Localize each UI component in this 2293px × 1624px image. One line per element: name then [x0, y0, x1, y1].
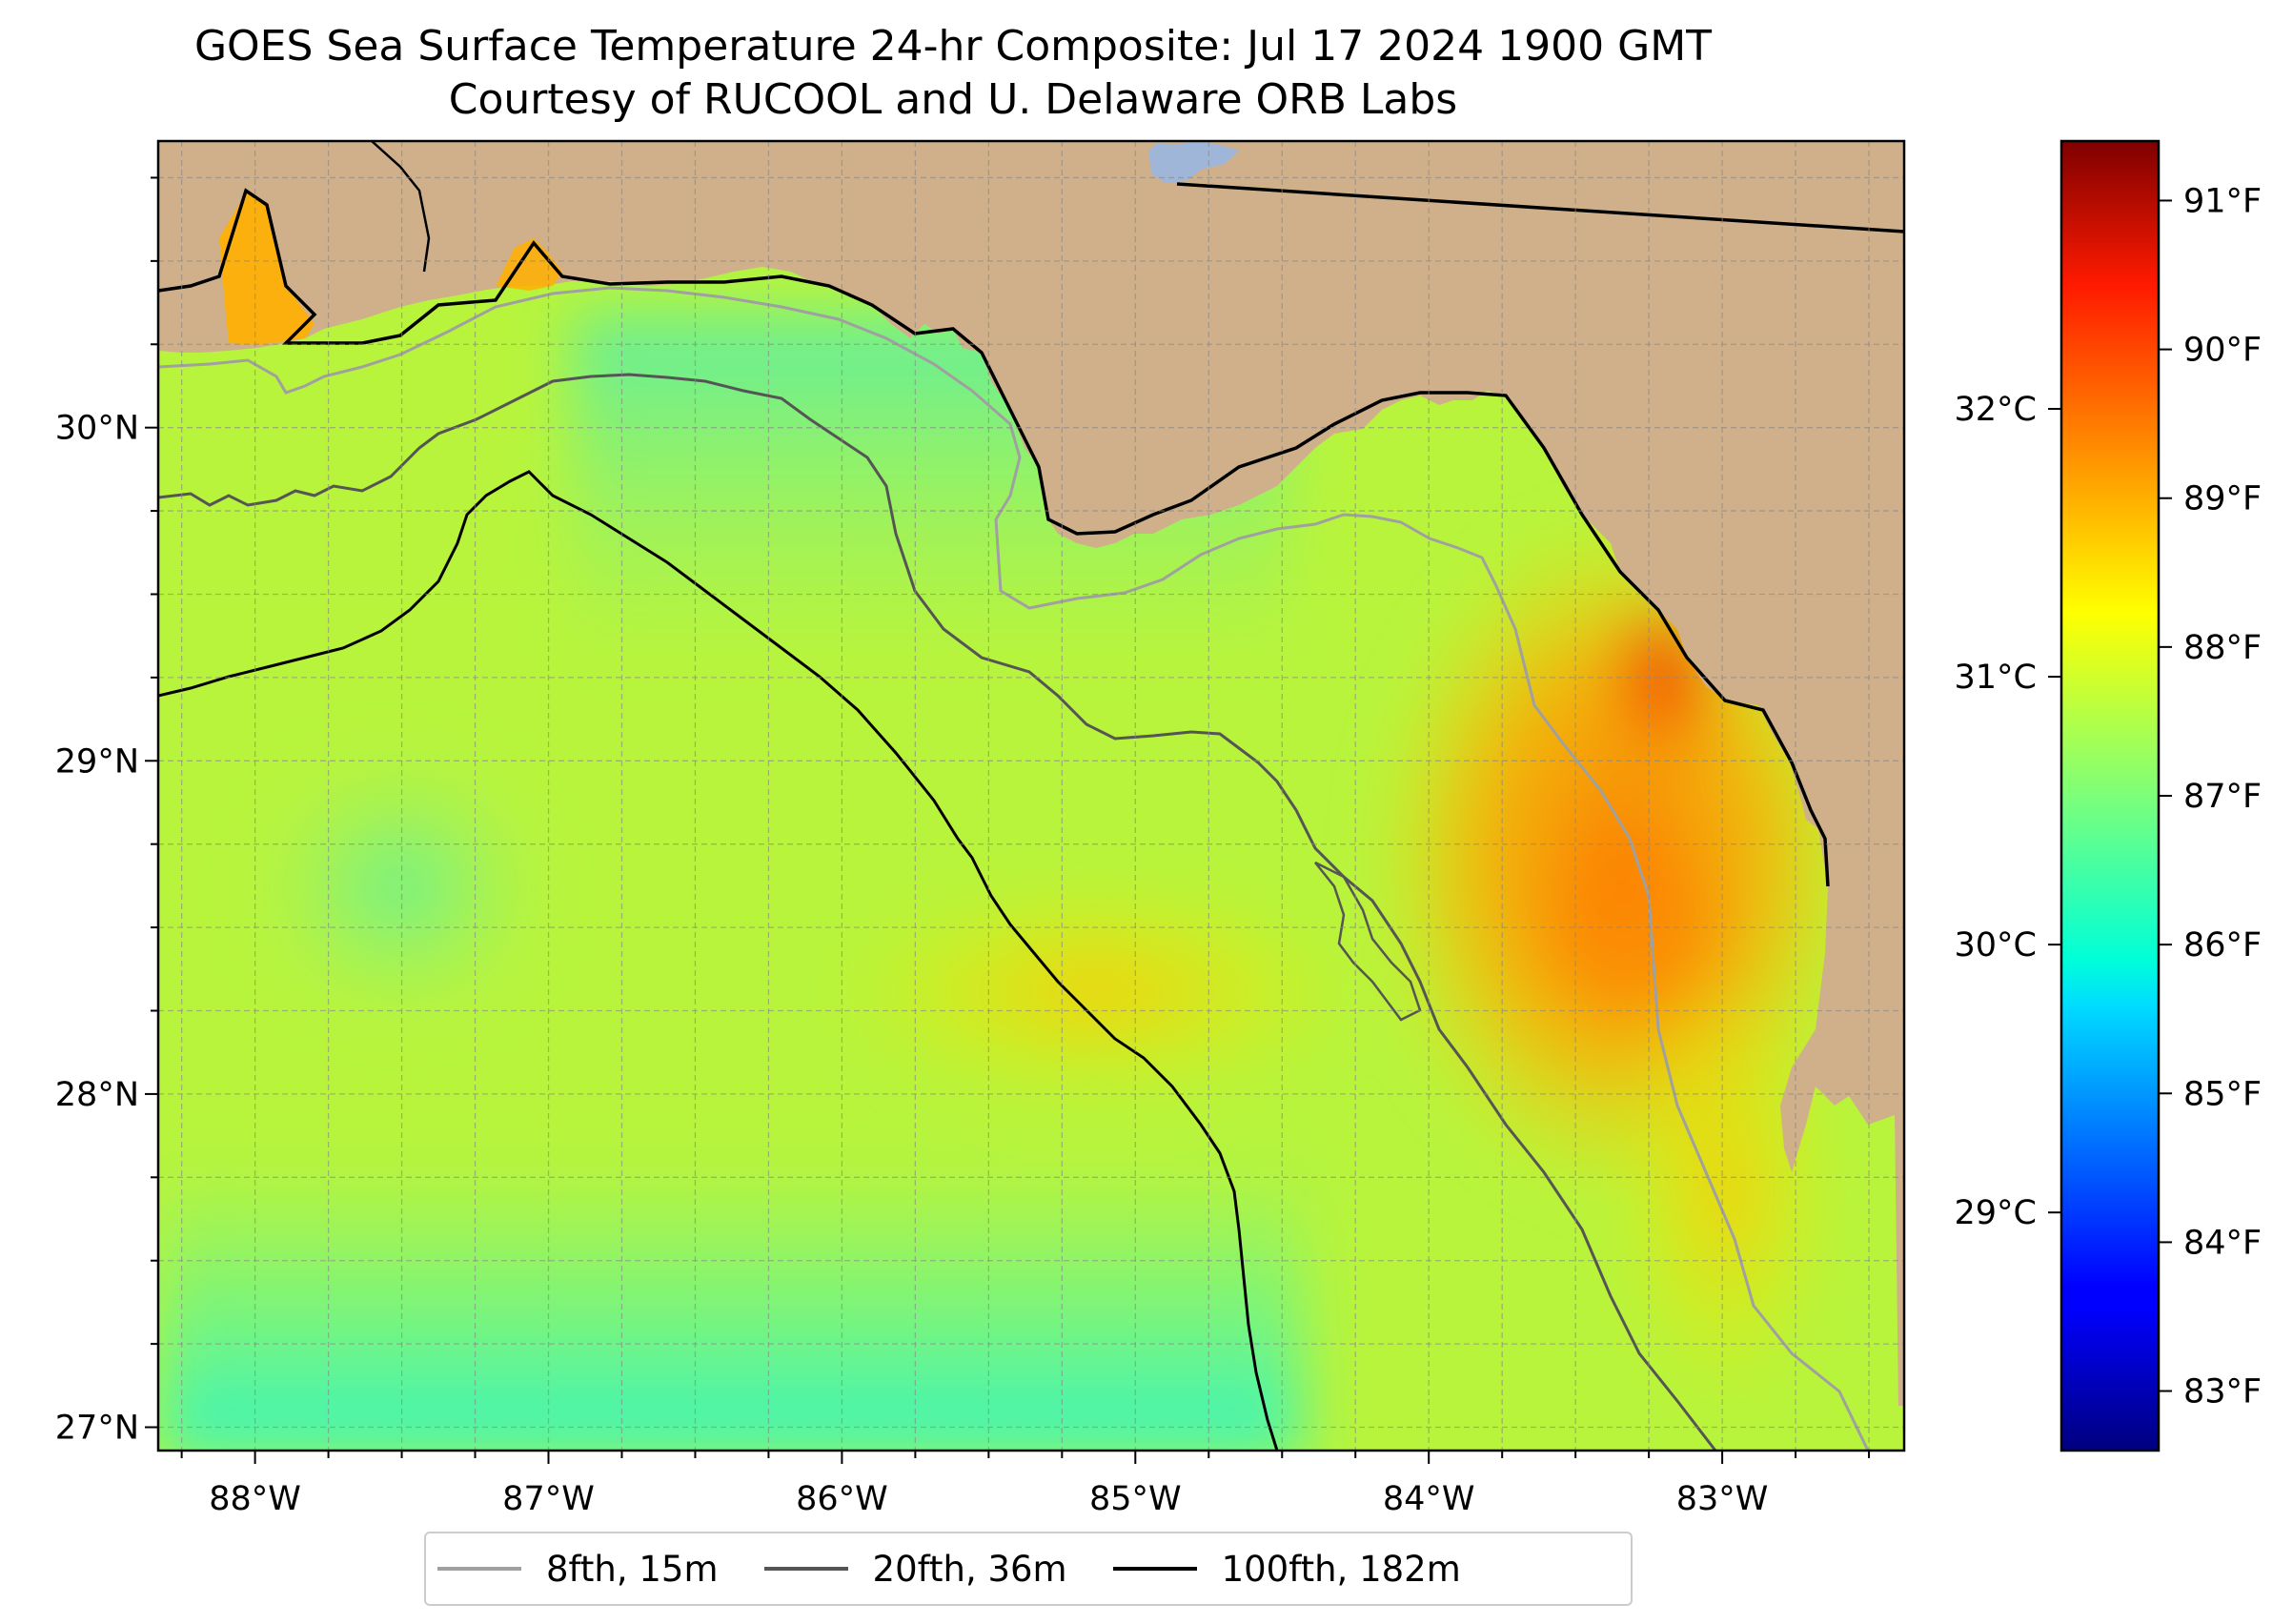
map-area [158, 141, 1904, 1451]
colorbar-celsius-axis: 32°C 31°C 30°C 29°C [1955, 391, 2061, 1232]
colorbar-f-label: 91°F [2183, 182, 2262, 220]
lon-tick-label: 85°W [1089, 1480, 1182, 1518]
colorbar-f-label: 85°F [2183, 1075, 2262, 1113]
colorbar-f-label: 89°F [2183, 480, 2262, 518]
lon-tick-label: 86°W [796, 1480, 888, 1518]
lat-tick-label: 30°N [55, 410, 139, 448]
lat-tick-label: 27°N [55, 1410, 139, 1448]
colorbar-f-label: 87°F [2183, 778, 2262, 816]
legend-item-20fth: 20fth, 36m [763, 1548, 1067, 1590]
lon-tick-label: 87°W [502, 1480, 595, 1518]
colorbar-f-label: 90°F [2183, 332, 2262, 370]
sst-anomalies [158, 315, 1868, 1451]
colorbar-f-label: 88°F [2183, 629, 2262, 667]
colorbar-f-label: 84°F [2183, 1224, 2262, 1262]
contour-legend: 8fth, 15m 20fth, 36m 100fth, 182m [424, 1532, 1633, 1606]
state-boundary [1176, 182, 1904, 233]
colorbar-f-label: 86°F [2183, 926, 2262, 964]
lon-tick-label: 83°W [1676, 1480, 1769, 1518]
colorbar-fahrenheit-axis: 91°F 90°F 89°F 88°F 87°F 86°F 85°F 84°F 83°F [2159, 182, 2262, 1411]
colorbar-c-label: 30°C [1955, 926, 2037, 964]
legend-item-8fth: 8fth, 15m [437, 1549, 719, 1590]
land [158, 141, 1904, 1406]
lon-tick-label: 88°W [209, 1480, 301, 1518]
legend-line-100fth [1112, 1567, 1197, 1571]
colorbar-f-label: 83°F [2183, 1373, 2262, 1411]
contour-20fth [158, 373, 1717, 1451]
legend-line-20fth [763, 1567, 848, 1571]
contour-100fth [158, 470, 1279, 1451]
legend-label-8fth: 8fth, 15m [546, 1548, 719, 1590]
state-boundary-west [371, 141, 431, 273]
lat-tick-label: 29°N [55, 742, 139, 781]
colorbar-c-label: 32°C [1955, 391, 2037, 429]
colorbar-c-label: 29°C [1955, 1194, 2037, 1232]
coastline [158, 188, 1830, 887]
legend-label-20fth: 20fth, 36m [872, 1548, 1067, 1590]
latitude-axis: 30°N 29°N 28°N 27°N [55, 176, 158, 1448]
map-title: GOES Sea Surface Temperature 24-hr Compo… [193, 22, 1713, 71]
lon-tick-label: 84°W [1383, 1480, 1475, 1518]
lat-tick-label: 28°N [55, 1076, 139, 1114]
longitude-axis: 88°W 87°W 86°W 85°W 84°W 83°W [180, 1451, 1871, 1518]
contour-8fth [158, 286, 1870, 1451]
lake [1148, 141, 1239, 183]
legend-item-100fth: 100fth, 182m [1112, 1548, 1461, 1590]
legend-label-100fth: 100fth, 182m [1221, 1548, 1461, 1590]
map-subtitle: Courtesy of RUCOOL and U. Delaware ORB L… [448, 75, 1458, 124]
mobile-bay-warm [219, 193, 315, 345]
colorbar [2060, 139, 2161, 1452]
contour-20fth-islands [1314, 861, 1422, 1022]
colorbar-c-label: 31°C [1955, 659, 2037, 697]
legend-line-8fth [437, 1567, 521, 1571]
map-frame [156, 139, 1906, 1452]
gridlines [158, 141, 1904, 1451]
